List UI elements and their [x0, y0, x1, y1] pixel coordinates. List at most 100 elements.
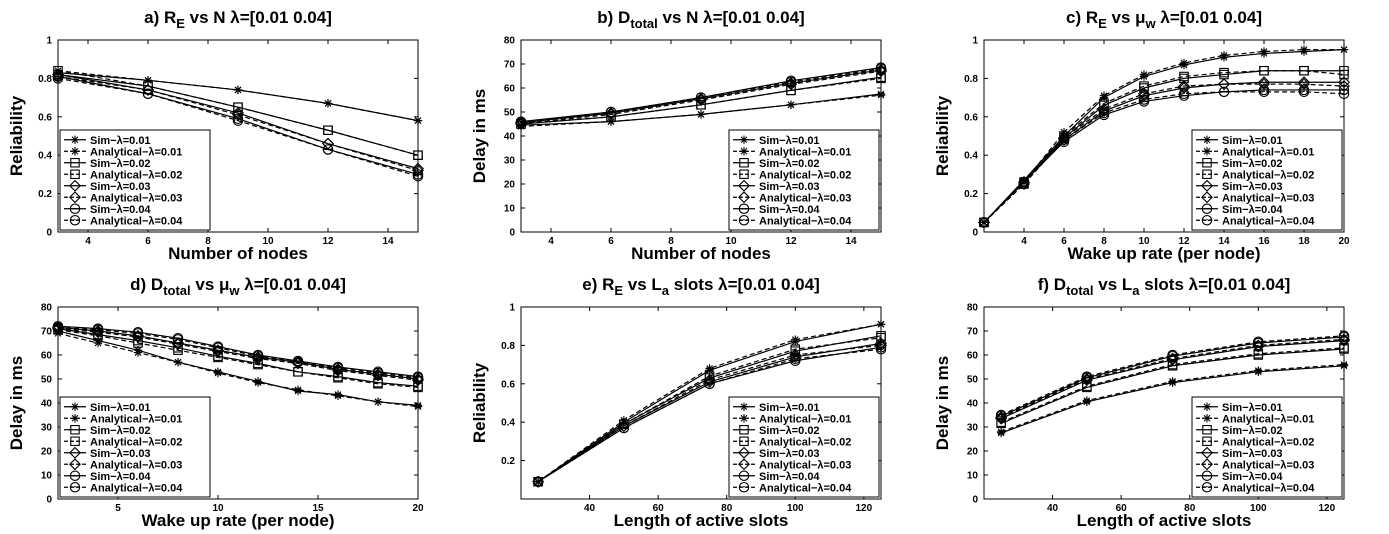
data-point	[142, 88, 154, 100]
y-tick-label: 30	[967, 423, 979, 434]
data-point	[233, 102, 243, 112]
y-tick-label: 0.2	[38, 189, 52, 200]
legend-entry: Analytical−λ=0.01	[733, 413, 851, 425]
y-tick-label: 60	[41, 351, 53, 362]
y-tick-label: 70	[967, 327, 979, 338]
data-point	[173, 345, 183, 355]
legend-box	[1191, 396, 1343, 498]
data-point	[92, 324, 104, 336]
legend-marker	[1201, 203, 1213, 215]
legend-entry: Analytical−λ=0.01	[64, 146, 182, 158]
legend-label: Sim−λ=0.03	[759, 181, 820, 193]
series-line	[520, 70, 882, 125]
x-tick-label: 100	[1250, 503, 1267, 514]
legend-marker	[70, 169, 80, 180]
series-line	[57, 326, 419, 379]
legend-label: Sim−λ=0.03	[1222, 448, 1283, 460]
legend-label: Analytical−λ=0.02	[90, 436, 182, 448]
legend-entry: Sim−λ=0.04	[1196, 203, 1283, 216]
legend-box	[728, 129, 880, 231]
title-segment: d) D	[130, 275, 163, 294]
legend-marker	[1202, 425, 1212, 435]
data-point	[1018, 178, 1030, 190]
series-7	[52, 73, 424, 182]
legend-marker	[69, 458, 81, 471]
data-point	[1168, 377, 1177, 386]
data-point	[785, 76, 797, 88]
legend-marker	[1201, 446, 1213, 459]
data-point	[605, 106, 617, 118]
legend-entry: Sim−λ=0.02	[733, 158, 820, 170]
data-point	[876, 320, 886, 329]
x-tick-label: 10	[1138, 236, 1150, 247]
y-tick-label: 0	[46, 495, 52, 506]
title-subscript: E	[614, 283, 623, 298]
legend-entry: Analytical−λ=0.03	[64, 458, 182, 471]
series-line	[983, 81, 1344, 223]
chart-svg-d: d) Dtotal vs μw λ=[0.01 0.04] 5 10 15 20 0 10 2…	[7, 275, 424, 530]
y-tick-label: 0.4	[501, 418, 515, 429]
data-point	[995, 409, 1007, 421]
x-tick-label: 14	[845, 236, 857, 247]
data-point	[413, 382, 423, 393]
legend-entry: Analytical−λ=0.03	[1196, 458, 1314, 471]
legend-marker	[70, 436, 80, 447]
series-1	[53, 66, 423, 125]
data-point	[372, 369, 384, 382]
y-tick-label: 1	[972, 36, 978, 47]
y-tick-label: 1	[509, 303, 515, 314]
legend: Sim−λ=0.01Analytical−λ=0.01Sim−λ=0.02Ana…	[1191, 396, 1343, 498]
y-tick-label: 70	[41, 327, 53, 338]
chart-panel-b: b) Dtotal vs N λ=[0.01 0.04] 4 6 8 10 12 14 0 10…	[463, 0, 926, 267]
title-subscript: w	[1145, 16, 1157, 31]
x-tick-label: 5	[115, 503, 121, 514]
legend-entry: Sim−λ=0.04	[1196, 470, 1283, 483]
series-line	[1000, 335, 1345, 416]
series-line	[520, 68, 882, 124]
data-point	[875, 343, 887, 355]
x-tick-label: 4	[85, 236, 91, 247]
chart-title: f) Dtotal vs La slots λ=[0.01 0.04]	[1038, 275, 1291, 298]
legend-entry: Analytical−λ=0.02	[64, 169, 182, 181]
legend-label: Sim−λ=0.02	[90, 158, 151, 170]
data-point	[323, 99, 333, 108]
x-axis-label: Number of nodes	[168, 244, 308, 263]
legend-marker	[738, 482, 750, 493]
data-point	[1299, 65, 1309, 76]
series-line	[520, 77, 882, 125]
legend-box	[1191, 129, 1343, 231]
data-point	[293, 385, 303, 394]
data-point	[252, 350, 264, 362]
legend-label: Sim−λ=0.01	[1222, 402, 1283, 414]
data-point	[1082, 396, 1092, 405]
legend-entry: Sim−λ=0.03	[64, 446, 151, 460]
data-point	[412, 372, 424, 384]
legend-label: Sim−λ=0.02	[1222, 158, 1283, 170]
series-line	[57, 332, 419, 408]
chart-panel-a: a) RE vs N λ=[0.01 0.04] 4 6 8 10 12 14 0 0.2 0.4…	[0, 0, 463, 267]
legend-label: Analytical−λ=0.02	[1222, 436, 1314, 448]
legend-entry: Analytical−λ=0.01	[733, 146, 851, 158]
legend-entry: Analytical−λ=0.02	[733, 169, 851, 181]
y-tick-label: 50	[504, 108, 516, 119]
legend-label: Analytical−λ=0.03	[1222, 192, 1314, 204]
data-point	[332, 364, 344, 377]
legend-marker	[739, 414, 749, 423]
data-point	[1098, 107, 1110, 119]
data-point	[372, 367, 384, 379]
legend-marker	[1201, 179, 1213, 192]
x-tick-label: 40	[584, 503, 596, 514]
data-point	[173, 358, 183, 367]
title-subscript: total	[630, 16, 657, 31]
legend-label: Analytical−λ=0.04	[1222, 215, 1315, 227]
x-tick-label: 15	[312, 503, 324, 514]
x-tick-label: 120	[856, 503, 873, 514]
series-7	[515, 63, 887, 129]
title-segment: vs μ	[1107, 8, 1146, 27]
legend-marker	[738, 203, 750, 215]
y-tick-label: 0.2	[501, 456, 515, 467]
data-point	[1218, 78, 1230, 91]
data-point	[1338, 80, 1350, 93]
y-axis-label: Delay in ms	[7, 356, 26, 451]
